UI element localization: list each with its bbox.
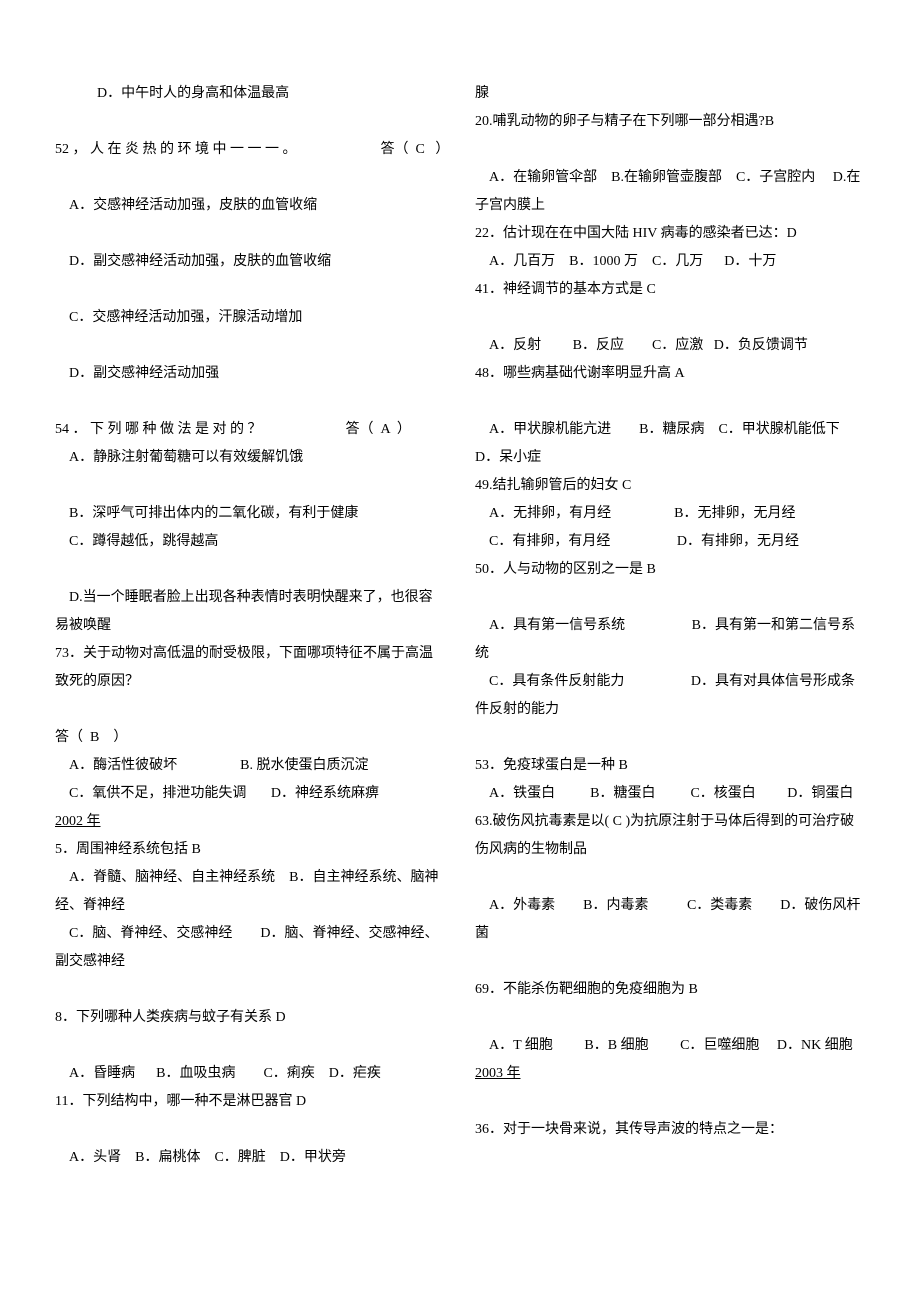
question-63: 63.破伤风抗毒素是以( C )为抗原注射于马体后得到的可治疗破伤风病的生物制品 xyxy=(475,808,865,864)
option-a: A．具有第一信号系统 B．具有第一和第二信号系统 xyxy=(475,612,865,668)
question-41: 41．神经调节的基本方式是 C xyxy=(475,276,865,304)
option-a: A．反射 B．反应 C．应激 D．负反馈调节 xyxy=(475,332,865,360)
blank-line xyxy=(55,220,445,248)
option-c: C．蹲得越低，跳得越高 xyxy=(55,528,445,556)
two-column-layout: D．中午时人的身高和体温最高 52 ， 人 在 炎 热 的 环 境 中 一 一 … xyxy=(55,80,865,1172)
blank-line xyxy=(55,388,445,416)
option-d: D．副交感神经活动加强 xyxy=(55,360,445,388)
question-73: 73．关于动物对高低温的耐受极限，下面哪项特征不属于高温致死的原因？ xyxy=(55,640,445,696)
option-d: D．副交感神经活动加强，皮肤的血管收缩 xyxy=(55,248,445,276)
option-a: A．交感神经活动加强，皮肤的血管收缩 xyxy=(55,192,445,220)
option-a: A．脊髓、脑神经、自主神经系统 B．自主神经系统、脑神经、脊神经 xyxy=(55,864,445,920)
answer-b: 答（ B ） xyxy=(55,724,445,752)
question-8: 8．下列哪种人类疾病与蚊子有关系 D xyxy=(55,1004,445,1032)
continuation: 腺 xyxy=(475,80,865,108)
year-2003: 2003 年 xyxy=(475,1060,865,1088)
blank-line xyxy=(475,388,865,416)
option-c: C．有排卵，有月经 D．有排卵，无月经 xyxy=(475,528,865,556)
question-52: 52 ， 人 在 炎 热 的 环 境 中 一 一 一 。 答（ C ） xyxy=(55,136,445,192)
blank-line xyxy=(475,864,865,892)
blank-line xyxy=(475,1088,865,1116)
option-a: A．头肾 B．扁桃体 C．脾脏 D．甲状旁 xyxy=(55,1144,445,1172)
question-22: 22．估计现在在中国大陆 HIV 病毒的感染者已达：D xyxy=(475,220,865,248)
blank-line xyxy=(475,948,865,976)
option-a: A．铁蛋白 B．糖蛋白 C．核蛋白 D．铜蛋白 xyxy=(475,780,865,808)
blank-line xyxy=(55,276,445,304)
question-36: 36．对于一块骨来说，其传导声波的特点之一是： xyxy=(475,1116,865,1144)
blank-line xyxy=(55,332,445,360)
option-c: C．氧供不足，排泄功能失调 D．神经系统麻痹 xyxy=(55,780,445,808)
question-54: 54 ． 下 列 哪 种 做 法 是 对 的 ？ 答（ A ） xyxy=(55,416,445,444)
blank-line xyxy=(55,108,445,136)
option-a: A．酶活性彼破坏 B. 脱水使蛋白质沉淀 xyxy=(55,752,445,780)
option-a: A．甲状腺机能亢进 B．糖尿病 C．甲状腺机能低下 D．呆小症 xyxy=(475,416,865,472)
option-c: C．具有条件反射能力 D．具有对具体信号形成条件反射的能力 xyxy=(475,668,865,724)
option-d: D.当一个睡眠者脸上出现各种表情时表明快醒来了，也很容易被唤醒 xyxy=(55,584,445,640)
option-d: D．中午时人的身高和体温最高 xyxy=(55,80,445,108)
option-a: A．昏睡病 B．血吸虫病 C．痢疾 D．疟疾 xyxy=(55,1060,445,1088)
blank-line xyxy=(475,136,865,164)
option-a: A．静脉注射葡萄糖可以有效缓解饥饿 xyxy=(55,444,445,472)
option-a: A．T 细胞 B．B 细胞 C．巨噬细胞 D．NK 细胞 xyxy=(475,1032,865,1060)
blank-line xyxy=(55,472,445,500)
question-50: 50．人与动物的区别之一是 B xyxy=(475,556,865,584)
question-49: 49.结扎输卵管后的妇女 C xyxy=(475,472,865,500)
option-a: A．无排卵，有月经 B．无排卵，无月经 xyxy=(475,500,865,528)
blank-line xyxy=(475,724,865,752)
blank-line xyxy=(55,1116,445,1144)
question-53: 53．免疫球蛋白是一种 B xyxy=(475,752,865,780)
question-69: 69．不能杀伤靶细胞的免疫细胞为 B xyxy=(475,976,865,1004)
question-11: 11．下列结构中，哪一种不是淋巴器官 D xyxy=(55,1088,445,1116)
blank-line xyxy=(55,976,445,1004)
blank-line xyxy=(55,556,445,584)
option-c: C．脑、脊神经、交感神经 D．脑、脊神经、交感神经、副交感神经 xyxy=(55,920,445,976)
blank-line xyxy=(55,1032,445,1060)
option-b: B．深呼气可排出体内的二氧化碳，有利于健康 xyxy=(55,500,445,528)
blank-line xyxy=(55,696,445,724)
option-a: A．外毒素 B．内毒素 C．类毒素 D．破伤风杆菌 xyxy=(475,892,865,948)
question-20: 20.哺乳动物的卵子与精子在下列哪一部分相遇?B xyxy=(475,108,865,136)
left-column: D．中午时人的身高和体温最高 52 ， 人 在 炎 热 的 环 境 中 一 一 … xyxy=(55,80,445,1172)
question-48: 48．哪些病基础代谢率明显升高 A xyxy=(475,360,865,388)
right-column: 腺 20.哺乳动物的卵子与精子在下列哪一部分相遇?B A．在输卵管伞部 B.在输… xyxy=(475,80,865,1172)
blank-line xyxy=(475,584,865,612)
option-a: A．在输卵管伞部 B.在输卵管壶腹部 C．子宫腔内 D.在子宫内膜上 xyxy=(475,164,865,220)
blank-line xyxy=(475,304,865,332)
option-c: C．交感神经活动加强，汗腺活动增加 xyxy=(55,304,445,332)
year-2002: 2002 年 xyxy=(55,808,445,836)
blank-line xyxy=(475,1004,865,1032)
option-a: A．几百万 B．1000 万 C．几万 D．十万 xyxy=(475,248,865,276)
question-5: 5．周围神经系统包括 B xyxy=(55,836,445,864)
